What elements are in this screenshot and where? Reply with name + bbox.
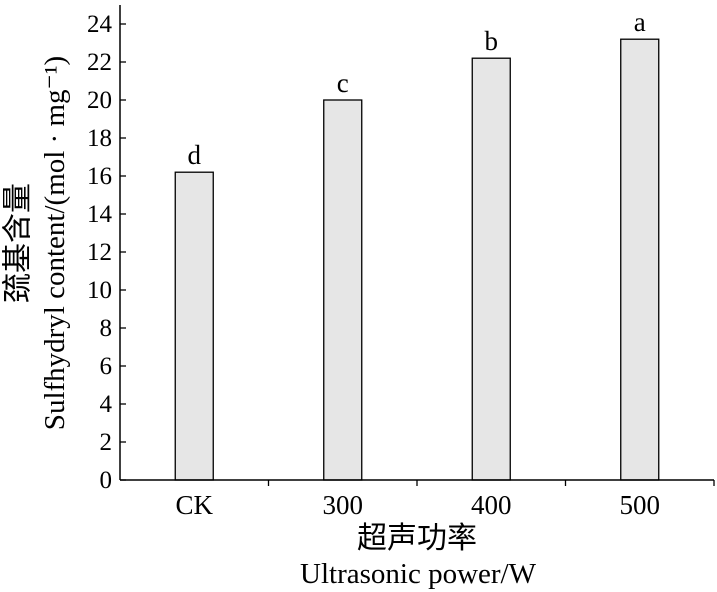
- x-axis-label-en: Ultrasonic power/W: [300, 558, 537, 590]
- y-tick-label: 12: [87, 239, 112, 266]
- y-tick-label: 14: [87, 201, 113, 228]
- x-axis-label-cn: 超声功率: [357, 522, 477, 555]
- y-axis-label-en: Sulfhydryl content/(mol · mg⁻¹): [39, 56, 71, 430]
- y-tick-label: 8: [100, 315, 113, 342]
- significance-letter-400: b: [485, 26, 499, 56]
- y-tick-label: 10: [87, 277, 112, 304]
- y-tick-label: 16: [87, 163, 112, 190]
- x-tick-label-500: 500: [620, 490, 661, 520]
- y-tick-label: 22: [87, 49, 112, 76]
- x-tick-label-ck: CK: [175, 490, 213, 520]
- y-tick-label: 0: [100, 467, 113, 494]
- bar-500: [620, 38, 660, 481]
- y-tick-label: 20: [87, 87, 112, 114]
- significance-letter-300: c: [337, 68, 349, 98]
- significance-letter-ck: d: [188, 140, 202, 170]
- x-tick-label-400: 400: [471, 490, 512, 520]
- significance-letter-500: a: [634, 7, 646, 37]
- bar-400: [471, 57, 511, 481]
- y-tick-label: 24: [87, 11, 113, 38]
- y-tick-label: 2: [100, 429, 113, 456]
- bar-ck: [174, 171, 214, 481]
- y-tick-label: 4: [100, 391, 113, 418]
- y-tick-label: 6: [100, 353, 113, 380]
- y-tick-label: 18: [87, 125, 112, 152]
- y-axis-label-cn: 巯基含量: [2, 183, 35, 303]
- x-tick-label-300: 300: [323, 490, 364, 520]
- bar-300: [323, 99, 363, 481]
